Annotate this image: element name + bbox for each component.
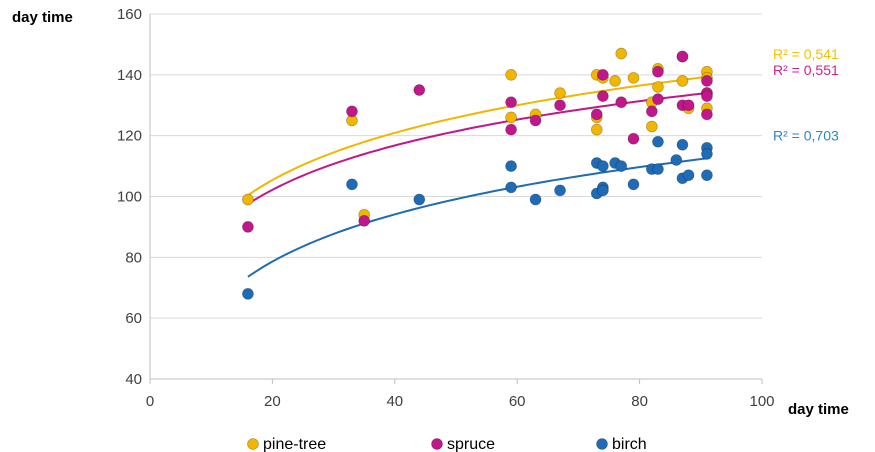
point-spruce [242,221,254,233]
point-spruce [554,99,566,112]
y-tick-label: 40 [125,371,142,388]
point-birch [652,163,664,176]
point-pine-tree [505,111,517,124]
point-spruce [615,96,628,109]
point-spruce [627,132,640,145]
point-birch [529,193,542,206]
axis-layer: 40 60 80 100 120 140 160 0 20 40 60 80 100 [117,6,775,410]
point-spruce [529,114,542,127]
point-spruce [701,108,713,121]
point-birch [652,135,664,148]
point-pine-tree [615,47,628,60]
point-spruce [590,108,603,121]
y-axis-title: day time [12,9,73,26]
point-birch [701,148,713,160]
x-tick-label: 40 [386,393,403,410]
point-spruce [596,90,609,103]
point-pine-tree [645,120,658,133]
point-spruce [652,93,664,106]
point-birch [701,169,713,182]
point-spruce [505,123,517,136]
point-spruce [682,99,695,112]
x-tick-label: 80 [631,393,648,410]
legend-label-spruce: spruce [447,436,495,452]
y-tick-label: 140 [117,67,142,84]
x-axis-title: day time [788,401,849,418]
point-birch [682,169,695,182]
point-spruce [358,214,371,227]
point-birch [346,178,358,191]
point-pine-tree [609,75,622,87]
legend-label-pine-tree: pine-tree [263,436,326,452]
point-spruce [676,50,689,63]
trendline-spruce [247,92,708,205]
x-tick-label: 100 [749,393,774,410]
point-birch [505,160,517,172]
y-tick-label: 60 [125,310,142,327]
point-spruce [701,75,713,87]
legend-marker-spruce [431,438,443,450]
x-tick-label: 0 [146,393,154,410]
y-tick-label: 160 [117,6,142,23]
point-pine-tree [652,81,664,93]
point-pine-tree [242,193,254,206]
legend-marker-pine-tree [247,438,259,450]
y-tick-label: 120 [117,128,142,145]
r-squared-label-pine-tree: R² = 0,541 [773,46,839,62]
point-pine-tree [505,68,517,81]
grid-layer [150,13,762,380]
point-spruce [505,96,517,109]
trendline-pine-tree [247,75,708,197]
point-pine-tree [676,75,689,87]
point-birch [596,160,609,172]
x-tick-label: 60 [509,393,526,410]
trendline-layer [247,75,708,278]
point-pine-tree [627,71,640,84]
label-layer: day time day time [12,9,849,418]
point-birch [615,160,628,172]
r-squared-label-birch: R² = 0,703 [773,127,839,143]
x-tick-label: 20 [264,393,281,410]
point-spruce [596,68,609,81]
point-layer [242,47,713,300]
y-tick-label: 80 [125,249,142,266]
point-spruce [645,105,658,118]
trendline-birch [247,157,708,278]
legend-label-birch: birch [612,436,647,452]
point-birch [413,193,426,206]
point-spruce [413,84,426,96]
point-spruce [652,65,664,78]
point-pine-tree [554,87,566,99]
point-birch [670,154,683,166]
point-birch [554,184,566,197]
point-birch [596,184,609,197]
point-birch [505,181,517,194]
r-squared-label-spruce: R² = 0,551 [773,62,839,78]
point-birch [242,287,254,300]
y-tick-label: 100 [117,189,142,206]
point-pine-tree [590,123,603,136]
point-birch [676,138,689,151]
point-spruce [701,90,713,103]
legend: pine-tree spruce birch [247,436,647,452]
legend-marker-birch [596,438,608,450]
point-birch [627,178,640,191]
point-spruce [346,105,358,118]
